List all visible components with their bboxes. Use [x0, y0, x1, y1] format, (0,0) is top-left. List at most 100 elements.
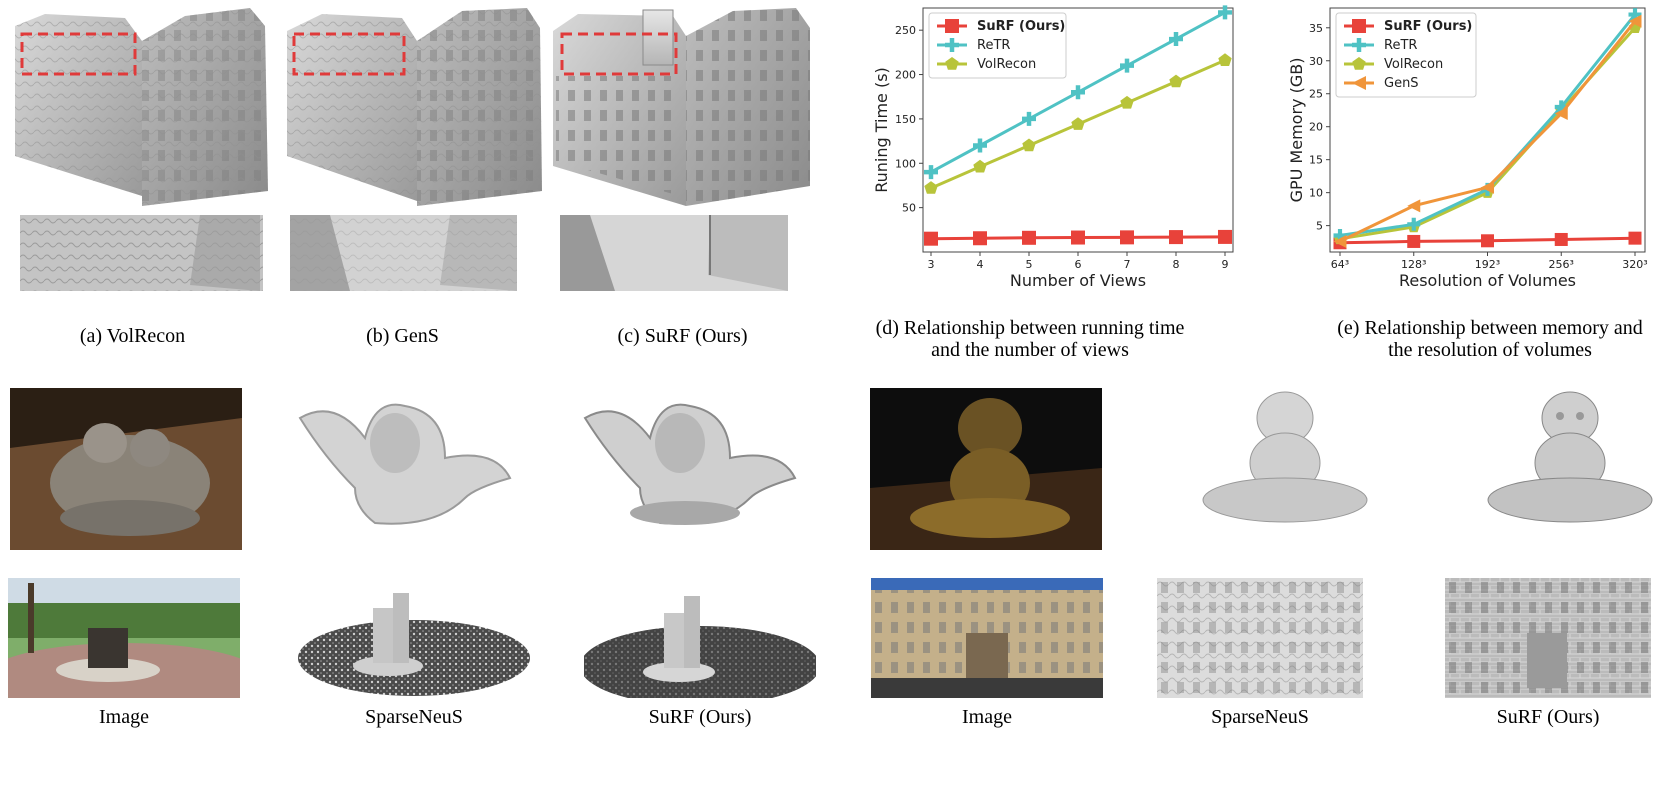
caption-c: (c) SuRF (Ours): [617, 325, 748, 347]
frog-sparseneus-mesh: [1195, 388, 1375, 528]
data-point: [1120, 95, 1134, 109]
legend-marker: [1352, 19, 1366, 33]
data-point: [1554, 232, 1568, 246]
data-point: [1022, 138, 1036, 152]
y-tick-label: 20: [1309, 121, 1323, 134]
x-tick-label: 192³: [1475, 258, 1500, 271]
data-point: [1169, 230, 1183, 245]
x-tick-label: 5: [1026, 258, 1033, 271]
legend-label: SuRF (Ours): [977, 19, 1065, 34]
frog-photo: [870, 388, 1102, 550]
legend-marker: [1352, 57, 1366, 70]
gens-building-mesh: [282, 6, 544, 208]
label-image-2: Image: [962, 706, 1012, 728]
label-surf-1: SuRF (Ours): [648, 706, 752, 728]
caption-e-line1: (e) Relationship between memory and: [1337, 317, 1643, 339]
statue-sparseneus-mesh: [298, 578, 530, 698]
x-tick-label: 4: [977, 258, 984, 271]
building-photo: [871, 578, 1103, 698]
x-tick-label: 6: [1075, 258, 1082, 271]
surf-building-mesh: [548, 6, 812, 208]
legend-marker: [945, 38, 959, 52]
series-volrecon: [924, 53, 1232, 194]
surf-zoom-crop: [560, 215, 788, 291]
data-point: [1071, 85, 1085, 100]
data-point: [1120, 58, 1134, 73]
data-point: [1628, 231, 1642, 245]
data-point: [1481, 180, 1494, 194]
legend: SuRF (Ours) ReTR VolRecon GenS: [1335, 12, 1477, 98]
data-point: [1169, 74, 1183, 88]
caption-e-line2: the resolution of volumes: [1388, 339, 1592, 361]
legend: SuRF (Ours) ReTR VolRecon: [928, 12, 1067, 79]
legend-marker: [1352, 76, 1366, 90]
y-tick-label: 15: [1309, 154, 1323, 167]
legend-label: VolRecon: [977, 57, 1036, 72]
series-surf-ours: [924, 229, 1232, 246]
data-point: [1218, 229, 1232, 244]
doves-photo: [10, 388, 242, 550]
legend-box: [928, 12, 1067, 79]
x-tick-label: 7: [1124, 258, 1131, 271]
data-point: [1628, 8, 1642, 22]
data-point: [1333, 234, 1347, 248]
legend-label: ReTR: [1384, 38, 1417, 53]
y-axis-label: GPU Memory (GB): [1287, 58, 1306, 203]
legend-marker: [1352, 38, 1366, 52]
legend-box: [1335, 12, 1477, 98]
building-sparseneus-mesh: [1157, 578, 1363, 698]
data-point: [1022, 111, 1036, 126]
data-point: [1407, 199, 1421, 213]
data-point: [924, 165, 938, 180]
data-point: [1407, 234, 1421, 248]
legend-label: ReTR: [977, 38, 1010, 53]
running-time-chart: 3 4 5 6 7 8 9 50 100 150 200 250 Number of Views Runi…: [872, 5, 1234, 290]
data-point: [1120, 230, 1134, 245]
y-tick-label: 35: [1309, 22, 1323, 35]
series-gens: [1333, 14, 1642, 248]
caption-d-line2: and the number of views: [931, 339, 1129, 361]
y-tick-label: 30: [1309, 55, 1323, 68]
data-point: [1218, 53, 1232, 66]
legend-label: VolRecon: [1384, 57, 1443, 72]
x-tick-label: 320³: [1622, 258, 1647, 271]
frog-surf-mesh: [1480, 388, 1660, 528]
x-tick-label: 3: [928, 258, 935, 271]
data-point: [1022, 230, 1036, 245]
statue-surf-mesh: [584, 578, 816, 698]
y-tick-label: 25: [1309, 88, 1323, 101]
y-tick-label: 100: [895, 157, 916, 170]
y-tick-label: 150: [895, 113, 916, 126]
x-tick-label: 8: [1173, 258, 1180, 271]
x-axis-label: Resolution of Volumes: [1399, 271, 1576, 290]
data-point: [924, 231, 938, 246]
volrecon-building-mesh: [10, 6, 270, 208]
legend-label: SuRF (Ours): [1384, 19, 1472, 34]
caption-b: (b) GenS: [366, 325, 439, 347]
statue-photo: [8, 578, 240, 698]
data-point: [973, 231, 987, 246]
y-tick-label: 5: [1316, 220, 1323, 233]
label-sparseneus-2: SparseNeuS: [1211, 706, 1309, 728]
data-point: [1554, 100, 1568, 114]
y-tick-label: 10: [1309, 187, 1323, 200]
data-point: [1071, 117, 1085, 130]
y-tick-label: 50: [902, 202, 916, 215]
doves-surf-mesh: [580, 388, 800, 538]
gens-zoom-crop: [290, 215, 517, 291]
y-tick-label: 200: [895, 69, 916, 82]
y-tick-label: 250: [895, 24, 916, 37]
series-retr: [924, 5, 1232, 180]
data-point: [1628, 14, 1642, 28]
legend-marker: [945, 57, 959, 70]
data-point: [924, 181, 938, 194]
series-surf-ours: [1333, 231, 1642, 250]
y-axis-label: Runing Time (s): [872, 67, 891, 193]
caption-a: (a) VolRecon: [79, 325, 186, 347]
data-point: [1169, 32, 1183, 47]
data-point: [1554, 107, 1568, 121]
x-tick-label: 128³: [1401, 258, 1426, 271]
data-point: [1071, 230, 1085, 245]
data-point: [1333, 229, 1347, 243]
x-axis-label: Number of Views: [1010, 271, 1146, 290]
